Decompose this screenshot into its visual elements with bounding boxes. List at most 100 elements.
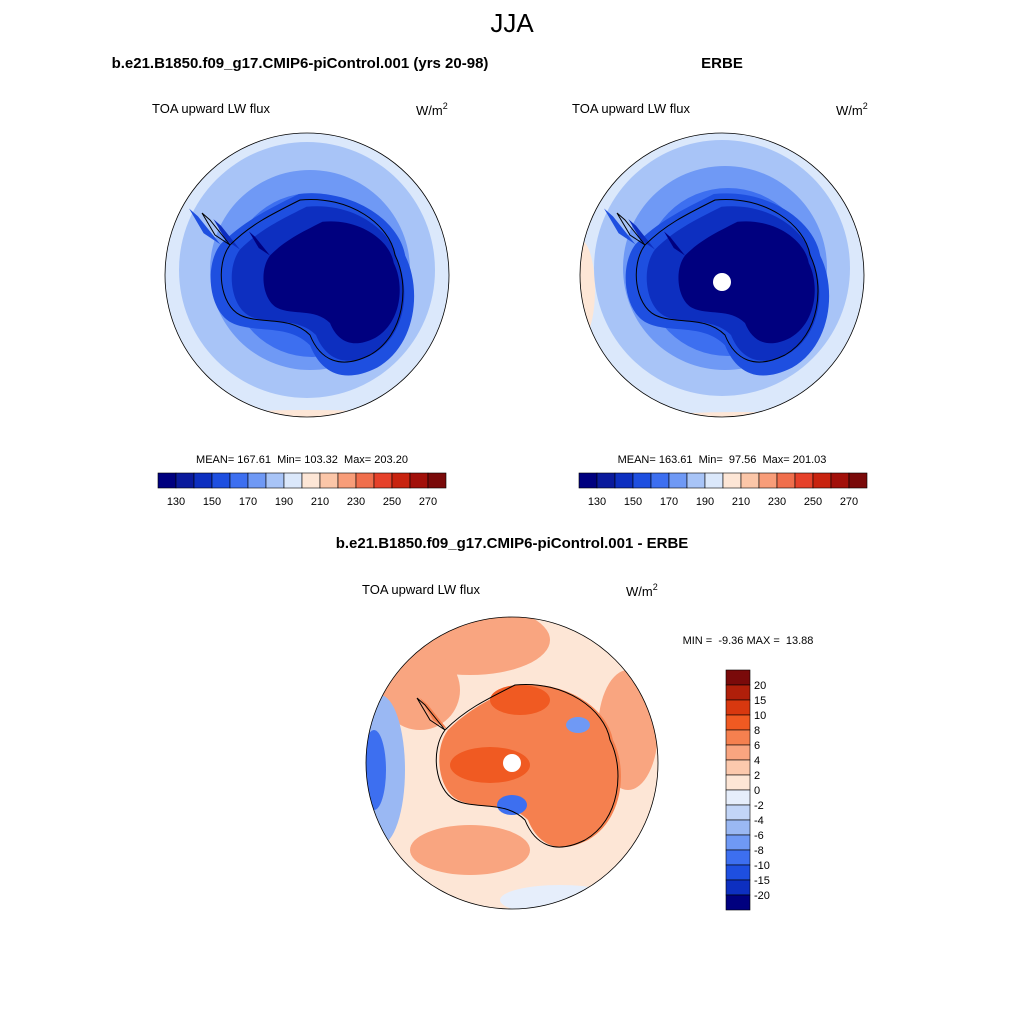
colorbar-box — [848, 472, 868, 489]
colorbar-label: 230 — [768, 496, 786, 508]
variable: TOA upward LW flux — [152, 101, 271, 116]
colorbar-box — [725, 729, 751, 746]
map — [165, 133, 449, 417]
colorbar-label: 10 — [754, 710, 766, 722]
colorbar-label: 190 — [696, 496, 714, 508]
colorbar-label: 270 — [419, 496, 437, 508]
panel-title: ERBE — [701, 55, 743, 72]
colorbar-box — [725, 699, 751, 716]
colorbar-label: 6 — [754, 740, 760, 752]
colorbar-label: 4 — [754, 755, 760, 767]
colorbar-box — [650, 472, 670, 489]
colorbar-box — [725, 894, 751, 911]
units-exp: 2 — [863, 101, 868, 111]
colorbar-label: 190 — [275, 496, 293, 508]
colorbar-box — [157, 472, 177, 489]
colorbar-box — [427, 472, 447, 489]
colorbar-box — [725, 669, 751, 686]
colorbar-box — [740, 472, 760, 489]
colorbar-box — [725, 834, 751, 851]
colorbar-box — [725, 774, 751, 791]
colorbar-box — [283, 472, 303, 489]
colorbar-label: 20 — [754, 680, 766, 692]
colorbar-label: 0 — [754, 785, 760, 797]
colorbar-label: 250 — [383, 496, 401, 508]
map — [366, 617, 658, 909]
colorbar-label: 270 — [840, 496, 858, 508]
variable: TOA upward LW flux — [362, 582, 481, 597]
colorbar-label: -2 — [754, 800, 764, 812]
units-exp: 2 — [653, 582, 658, 592]
colorbar-label: 130 — [167, 496, 185, 508]
colorbar-label: 150 — [624, 496, 642, 508]
units: W/m2 — [416, 101, 448, 118]
colorbar-box — [355, 472, 375, 489]
colorbar-box — [175, 472, 195, 489]
colorbar-label: 250 — [804, 496, 822, 508]
variable: TOA upward LW flux — [572, 101, 691, 116]
colorbar-box — [725, 684, 751, 701]
colorbar-box — [686, 472, 706, 489]
map — [580, 133, 864, 417]
colorbar-box — [229, 472, 249, 489]
colorbar-box — [812, 472, 832, 489]
colorbar-label: 210 — [732, 496, 750, 508]
colorbar-box — [247, 472, 267, 489]
colorbar-box — [830, 472, 850, 489]
stats: MEAN= 167.61 Min= 103.32 Max= 203.20 — [196, 454, 408, 466]
colorbar-box — [725, 864, 751, 881]
colorbar-box — [725, 804, 751, 821]
units: W/m2 — [836, 101, 868, 118]
colorbar-box — [794, 472, 814, 489]
units-base: W/m — [626, 584, 653, 599]
units-exp: 2 — [443, 101, 448, 111]
stats: MEAN= 163.61 Min= 97.56 Max= 201.03 — [618, 454, 827, 466]
panel-title: b.e21.B1850.f09_g17.CMIP6-piControl.001 … — [336, 535, 689, 552]
figure-title: JJA — [490, 8, 534, 38]
colorbar-label: 210 — [311, 496, 329, 508]
colorbar-box — [265, 472, 285, 489]
colorbar-box — [776, 472, 796, 489]
colorbar-box — [725, 789, 751, 806]
colorbar-box — [211, 472, 231, 489]
colorbar-box — [193, 472, 213, 489]
units-base: W/m — [836, 103, 863, 118]
colorbar-label: 150 — [203, 496, 221, 508]
stats: MIN = -9.36 MAX = 13.88 — [683, 635, 814, 647]
panel-title: b.e21.B1850.f09_g17.CMIP6-piControl.001 … — [112, 55, 489, 72]
colorbar-label: 15 — [754, 695, 766, 707]
colorbar-label: -10 — [754, 860, 770, 872]
colorbar-box — [722, 472, 742, 489]
colorbar-label: 170 — [239, 496, 257, 508]
colorbar-label: 8 — [754, 725, 760, 737]
units: W/m2 — [626, 582, 658, 599]
colorbar-label: 2 — [754, 770, 760, 782]
colorbar-box — [758, 472, 778, 489]
colorbar-box — [391, 472, 411, 489]
colorbar-box — [725, 819, 751, 836]
colorbar-box — [704, 472, 724, 489]
colorbar-box — [725, 759, 751, 776]
colorbar-label: -8 — [754, 845, 764, 857]
colorbar-label: 130 — [588, 496, 606, 508]
colorbar-box — [337, 472, 357, 489]
colorbar-box — [725, 714, 751, 731]
colorbar-box — [319, 472, 339, 489]
colorbar-box — [301, 472, 321, 489]
colorbar-box — [725, 879, 751, 896]
colorbar-box — [632, 472, 652, 489]
colorbar-box — [373, 472, 393, 489]
colorbar-label: -15 — [754, 875, 770, 887]
colorbar-label: 230 — [347, 496, 365, 508]
colorbar-box — [409, 472, 429, 489]
colorbar-box — [614, 472, 634, 489]
colorbar-box — [596, 472, 616, 489]
units-base: W/m — [416, 103, 443, 118]
colorbar-box — [668, 472, 688, 489]
colorbar-box — [578, 472, 598, 489]
colorbar-box — [725, 744, 751, 761]
colorbar-label: -20 — [754, 890, 770, 902]
colorbar-label: 170 — [660, 496, 678, 508]
colorbar-box — [725, 849, 751, 866]
